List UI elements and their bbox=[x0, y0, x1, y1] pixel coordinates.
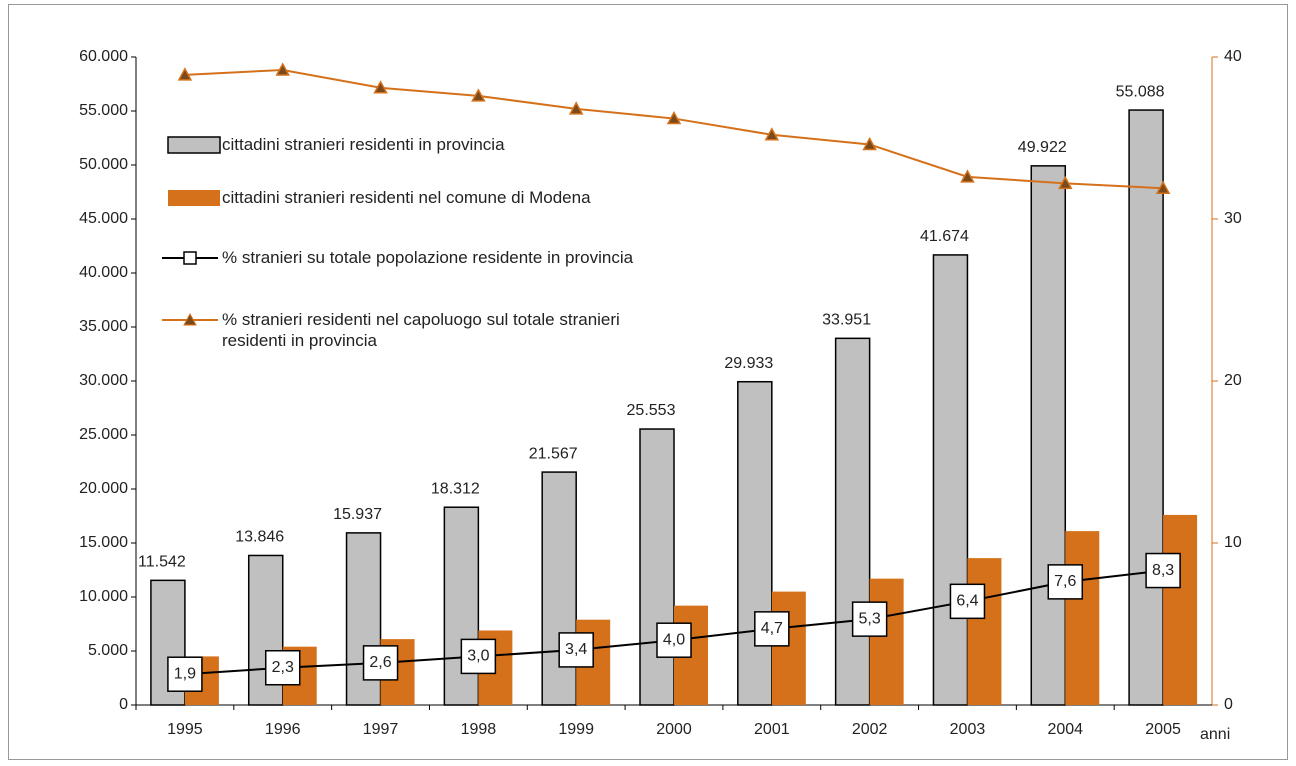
legend-label: cittadini stranieri residenti in provinc… bbox=[222, 135, 505, 154]
x-tick-label: 2004 bbox=[1047, 721, 1083, 738]
bar-value-label: 29.933 bbox=[724, 355, 773, 372]
y-tick-label: 30.000 bbox=[79, 372, 128, 389]
marker bbox=[960, 169, 975, 183]
marker bbox=[264, 649, 301, 686]
y-tick-label: 25.000 bbox=[79, 426, 128, 443]
marker bbox=[754, 611, 790, 647]
point-value-label: 2,3 bbox=[272, 659, 294, 676]
marker bbox=[460, 638, 497, 675]
bar-value-label: 13.846 bbox=[235, 529, 284, 546]
point-value-label: 4,7 bbox=[761, 620, 783, 637]
bar-value-label: 55.088 bbox=[1116, 83, 1165, 100]
y2-tick-label: 0 bbox=[1224, 696, 1233, 713]
bar bbox=[541, 471, 577, 706]
marker bbox=[167, 656, 203, 692]
marker bbox=[471, 88, 486, 102]
bar-value-label: 33.951 bbox=[822, 312, 871, 329]
line bbox=[184, 68, 1164, 190]
y-tick-label: 10.000 bbox=[79, 588, 128, 605]
marker bbox=[862, 136, 877, 151]
marker bbox=[851, 601, 888, 637]
bar bbox=[737, 380, 773, 706]
bar bbox=[443, 506, 480, 706]
y-tick-label: 40.000 bbox=[79, 264, 128, 281]
x-tick-label: 2003 bbox=[950, 721, 986, 738]
point-value-label: 7,6 bbox=[1054, 573, 1076, 590]
point-value-label: 5,3 bbox=[859, 610, 881, 627]
x-tick-label: 1995 bbox=[167, 721, 203, 738]
bar-value-label: 11.542 bbox=[138, 554, 186, 571]
marker bbox=[666, 110, 682, 125]
legend-label: cittadini stranieri residenti nel comune… bbox=[222, 188, 591, 207]
chart-border bbox=[8, 4, 1288, 760]
point-value-label: 8,3 bbox=[1152, 562, 1174, 579]
point-value-label: 6,4 bbox=[956, 593, 978, 610]
y2-tick-label: 40 bbox=[1224, 48, 1242, 65]
y-tick-label: 60.000 bbox=[79, 48, 128, 65]
marker bbox=[373, 80, 388, 94]
bar bbox=[771, 591, 806, 705]
bar bbox=[1065, 531, 1100, 705]
bar bbox=[932, 254, 969, 706]
bar bbox=[1030, 165, 1067, 706]
y-tick-label: 45.000 bbox=[79, 210, 128, 227]
marker bbox=[275, 62, 290, 76]
bar bbox=[834, 337, 871, 706]
x-tick-label: 2005 bbox=[1145, 721, 1181, 738]
bar-value-label: 15.937 bbox=[333, 506, 382, 523]
bar-value-label: 25.553 bbox=[627, 402, 676, 419]
marker bbox=[558, 632, 594, 668]
marker bbox=[177, 67, 193, 81]
x-tick-label: 2001 bbox=[754, 721, 790, 738]
bar-value-label: 21.567 bbox=[529, 445, 578, 462]
bar bbox=[1163, 514, 1198, 705]
y-tick-label: 35.000 bbox=[79, 318, 128, 335]
x-tick-label: 2002 bbox=[852, 721, 888, 738]
y-tick-label: 55.000 bbox=[79, 102, 128, 119]
y2-tick-label: 30 bbox=[1224, 210, 1242, 227]
bar bbox=[967, 558, 1002, 705]
legend-swatch bbox=[167, 136, 221, 154]
legend-swatch bbox=[168, 190, 220, 206]
marker bbox=[764, 127, 780, 141]
bar bbox=[869, 578, 904, 705]
point-value-label: 4,0 bbox=[663, 631, 685, 648]
marker bbox=[949, 583, 986, 620]
y-tick-label: 50.000 bbox=[79, 156, 128, 173]
point-value-label: 3,4 bbox=[565, 641, 587, 658]
bar-value-label: 49.922 bbox=[1018, 139, 1067, 156]
y2-tick-label: 10 bbox=[1224, 534, 1242, 551]
legend-marker bbox=[183, 251, 197, 265]
x-axis-label: anni bbox=[1200, 726, 1230, 743]
marker bbox=[656, 622, 692, 658]
bar-value-label: 18.312 bbox=[431, 480, 480, 497]
marker bbox=[568, 101, 584, 115]
y-tick-label: 15.000 bbox=[79, 534, 128, 551]
marker bbox=[362, 645, 399, 681]
point-value-label: 2,6 bbox=[369, 654, 391, 671]
bar bbox=[639, 428, 675, 706]
x-tick-label: 2000 bbox=[656, 721, 692, 738]
point-value-label: 1,9 bbox=[174, 665, 196, 682]
legend-label: % stranieri residenti nel capoluogo sul … bbox=[222, 310, 620, 350]
x-tick-label: 1998 bbox=[461, 721, 497, 738]
x-tick-label: 1997 bbox=[363, 721, 399, 738]
marker bbox=[1145, 552, 1181, 589]
legend-label: % stranieri su totale popolazione reside… bbox=[222, 248, 634, 267]
legend-marker bbox=[183, 312, 197, 326]
y-tick-label: 5.000 bbox=[88, 642, 128, 659]
y-tick-label: 0 bbox=[119, 696, 128, 713]
point-value-label: 3,0 bbox=[467, 648, 489, 665]
marker bbox=[1058, 175, 1073, 190]
x-tick-label: 1999 bbox=[558, 721, 594, 738]
y2-tick-label: 20 bbox=[1224, 372, 1242, 389]
marker bbox=[1047, 564, 1084, 600]
marker bbox=[1155, 180, 1171, 194]
bar-value-label: 41.674 bbox=[920, 228, 969, 245]
bar bbox=[1128, 109, 1164, 706]
y-tick-label: 20.000 bbox=[79, 480, 128, 497]
x-tick-label: 1996 bbox=[265, 721, 301, 738]
